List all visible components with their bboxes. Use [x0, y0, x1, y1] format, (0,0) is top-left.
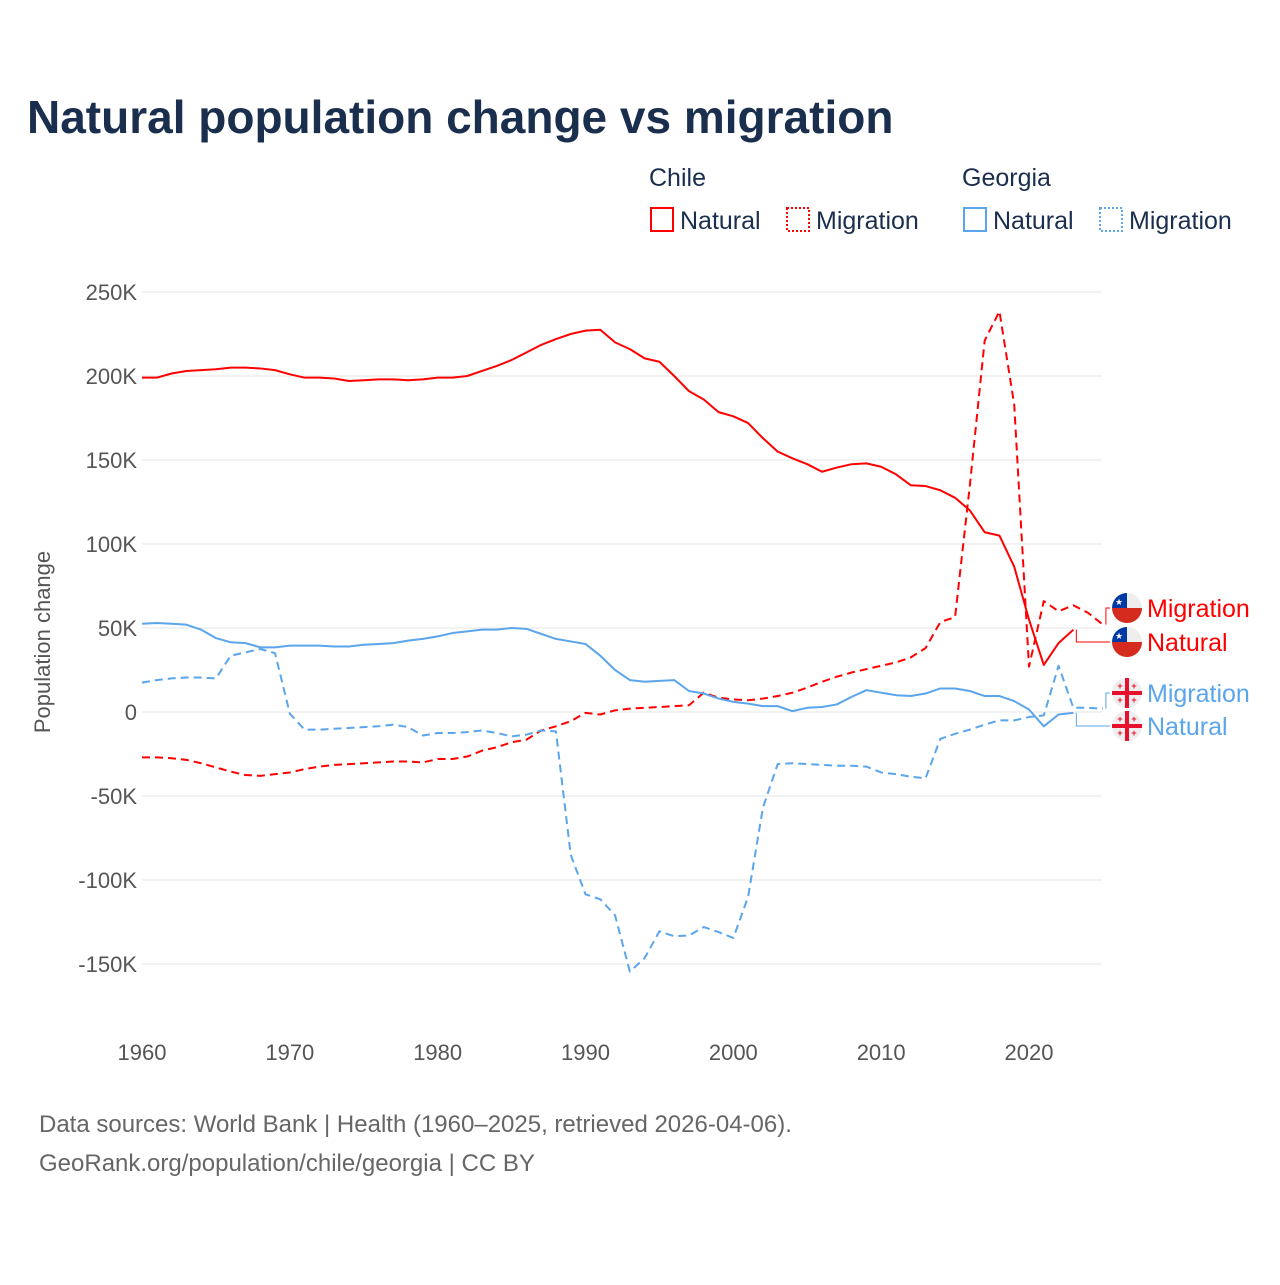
label-connector [1075, 712, 1110, 727]
label-connector [1105, 607, 1110, 625]
end-label: Migration [1147, 595, 1250, 623]
flag-small-cross: + [1131, 728, 1136, 738]
y-tick-label: -150K [78, 952, 137, 977]
y-tick-label: 50K [98, 616, 137, 641]
chile-flag-icon: ★ [1112, 593, 1142, 623]
footer-sources: Data sources: World Bank | Health (1960–… [39, 1111, 792, 1138]
flag-small-cross: + [1117, 728, 1122, 738]
y-tick-label: -100K [78, 868, 137, 893]
end-labels: ★ Migration ★ Natural + + + + Migration + + + + Natur… [1075, 593, 1250, 741]
end-label: Natural [1147, 629, 1228, 657]
x-tick-label: 1970 [265, 1040, 314, 1065]
flag-cross-v [1125, 711, 1129, 741]
y-tick-label: 200K [86, 364, 138, 389]
chile-flag-icon: ★ [1112, 627, 1142, 657]
legend-group-chile: Chile [649, 164, 706, 192]
y-tick-label: -50K [91, 784, 138, 809]
chart-title: Natural population change vs migration [27, 91, 893, 143]
legend: Chile Georgia Natural Migration Natural … [649, 164, 1232, 235]
series-lines [141, 310, 1104, 973]
flag-small-cross: + [1117, 695, 1122, 705]
end-label: Natural [1147, 713, 1228, 741]
flag-small-cross: + [1131, 714, 1136, 724]
label-connector [1075, 629, 1110, 643]
x-tick-label: 2020 [1005, 1040, 1054, 1065]
x-tick-label: 2010 [857, 1040, 906, 1065]
legend-group-georgia: Georgia [962, 164, 1051, 192]
flag-cross-v [1125, 678, 1129, 708]
y-tick-label: 0 [125, 700, 137, 725]
flag-small-cross: + [1131, 695, 1136, 705]
legend-swatch-chile-natural [650, 207, 674, 232]
y-axis-label: Population change [30, 551, 55, 733]
flag-red-half [1112, 608, 1142, 623]
end-label: Migration [1147, 680, 1250, 708]
series-line-georgia-natural [141, 621, 1074, 728]
x-axis-ticks: 1960 1970 1980 1990 2000 2010 2020 [118, 1040, 1054, 1065]
legend-swatch-georgia-natural [963, 207, 987, 232]
legend-label-georgia-natural[interactable]: Natural [993, 207, 1074, 235]
flag-small-cross: + [1131, 681, 1136, 691]
x-tick-label: 1990 [561, 1040, 610, 1065]
x-tick-label: 1980 [413, 1040, 462, 1065]
y-axis-ticks: 250K 200K 150K 100K 50K 0 -50K -100K -150K [78, 280, 137, 977]
y-tick-label: 150K [86, 448, 138, 473]
legend-label-georgia-migration[interactable]: Migration [1129, 207, 1232, 235]
flag-blue-canton [1112, 627, 1127, 642]
x-tick-label: 2000 [709, 1040, 758, 1065]
y-tick-label: 250K [86, 280, 138, 305]
y-tick-label: 100K [86, 532, 138, 557]
georgia-flag-icon: + + + + [1112, 711, 1142, 741]
legend-label-chile-migration[interactable]: Migration [816, 207, 919, 235]
flag-red-half [1112, 642, 1142, 657]
flag-blue-canton [1112, 593, 1127, 608]
series-line-chile-migration [142, 310, 1104, 777]
georgia-flag-icon: + + + + [1112, 678, 1142, 708]
flag-small-cross: + [1117, 714, 1122, 724]
footer-link[interactable]: GeoRank.org/population/chile/georgia | C… [39, 1150, 535, 1177]
series-line-chile-natural [142, 328, 1075, 666]
flag-star: ★ [1115, 631, 1123, 641]
label-connector [1105, 692, 1110, 709]
legend-swatch-chile-migration [786, 207, 810, 232]
series-line-georgia-migration [141, 648, 1103, 973]
flag-star: ★ [1115, 597, 1123, 607]
legend-label-chile-natural[interactable]: Natural [680, 207, 761, 235]
gridlines [142, 291, 1102, 965]
flag-small-cross: + [1117, 681, 1122, 691]
legend-swatch-georgia-migration [1099, 207, 1123, 232]
x-tick-label: 1960 [118, 1040, 167, 1065]
